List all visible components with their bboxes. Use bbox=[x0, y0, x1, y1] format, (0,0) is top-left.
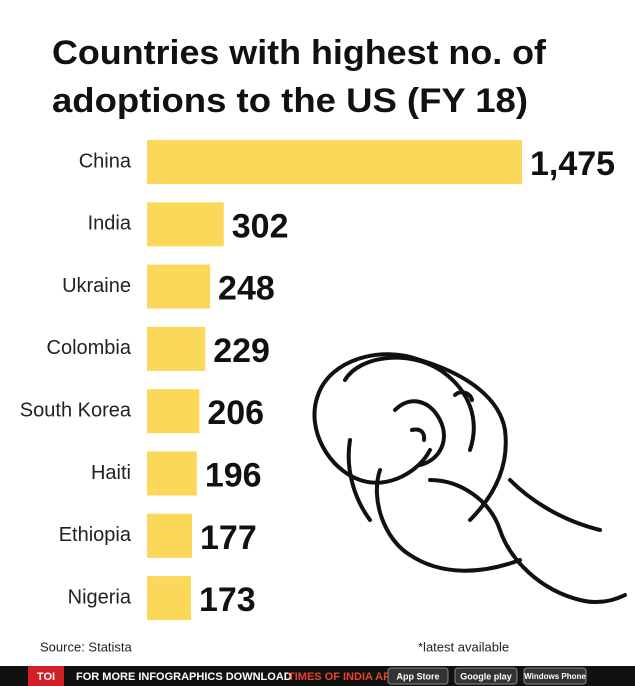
chart-title: Countries with highest no. of bbox=[52, 34, 547, 72]
category-label: Ukraine bbox=[62, 275, 131, 297]
source-note: Source: Statista bbox=[40, 639, 133, 654]
chart-title: adoptions to the US (FY 18) bbox=[52, 82, 528, 120]
category-label: South Korea bbox=[20, 399, 132, 421]
category-label: Nigeria bbox=[68, 586, 132, 608]
badge[interactable] bbox=[387, 667, 449, 685]
value-label: 229 bbox=[213, 332, 270, 370]
bar bbox=[147, 202, 224, 247]
logo: TOI bbox=[37, 671, 55, 683]
value-label: 206 bbox=[207, 394, 264, 432]
value-label: 196 bbox=[205, 456, 262, 494]
badge[interactable] bbox=[454, 667, 518, 685]
category-label: China bbox=[79, 150, 132, 172]
value-label: 302 bbox=[232, 207, 289, 245]
bar bbox=[147, 576, 191, 621]
badge-label[interactable]: Google play bbox=[460, 671, 512, 681]
category-label: Ethiopia bbox=[59, 524, 132, 546]
bar bbox=[147, 513, 192, 558]
bar bbox=[147, 389, 200, 434]
logo-box bbox=[28, 666, 64, 686]
badge[interactable] bbox=[523, 667, 587, 685]
badge-label[interactable]: App Store bbox=[396, 671, 439, 681]
bar bbox=[147, 264, 211, 309]
value-label: 177 bbox=[200, 519, 257, 557]
category-label: Colombia bbox=[47, 337, 132, 359]
bar bbox=[147, 140, 522, 184]
value-label: 1,475 bbox=[530, 145, 615, 183]
baby-illustration bbox=[312, 352, 627, 605]
footnote: *latest available bbox=[418, 639, 509, 654]
category-label: Haiti bbox=[91, 462, 131, 484]
value-label: 173 bbox=[199, 581, 256, 619]
bar bbox=[147, 451, 197, 496]
footer-text: FOR MORE INFOGRAPHICS DOWNLOAD bbox=[76, 671, 292, 683]
value-label: 248 bbox=[218, 270, 275, 308]
bar bbox=[147, 326, 206, 371]
badge-label[interactable]: Windows Phone bbox=[524, 672, 586, 681]
footer-app: TIMES OF INDIA APP bbox=[288, 671, 398, 683]
category-label: India bbox=[88, 213, 132, 235]
